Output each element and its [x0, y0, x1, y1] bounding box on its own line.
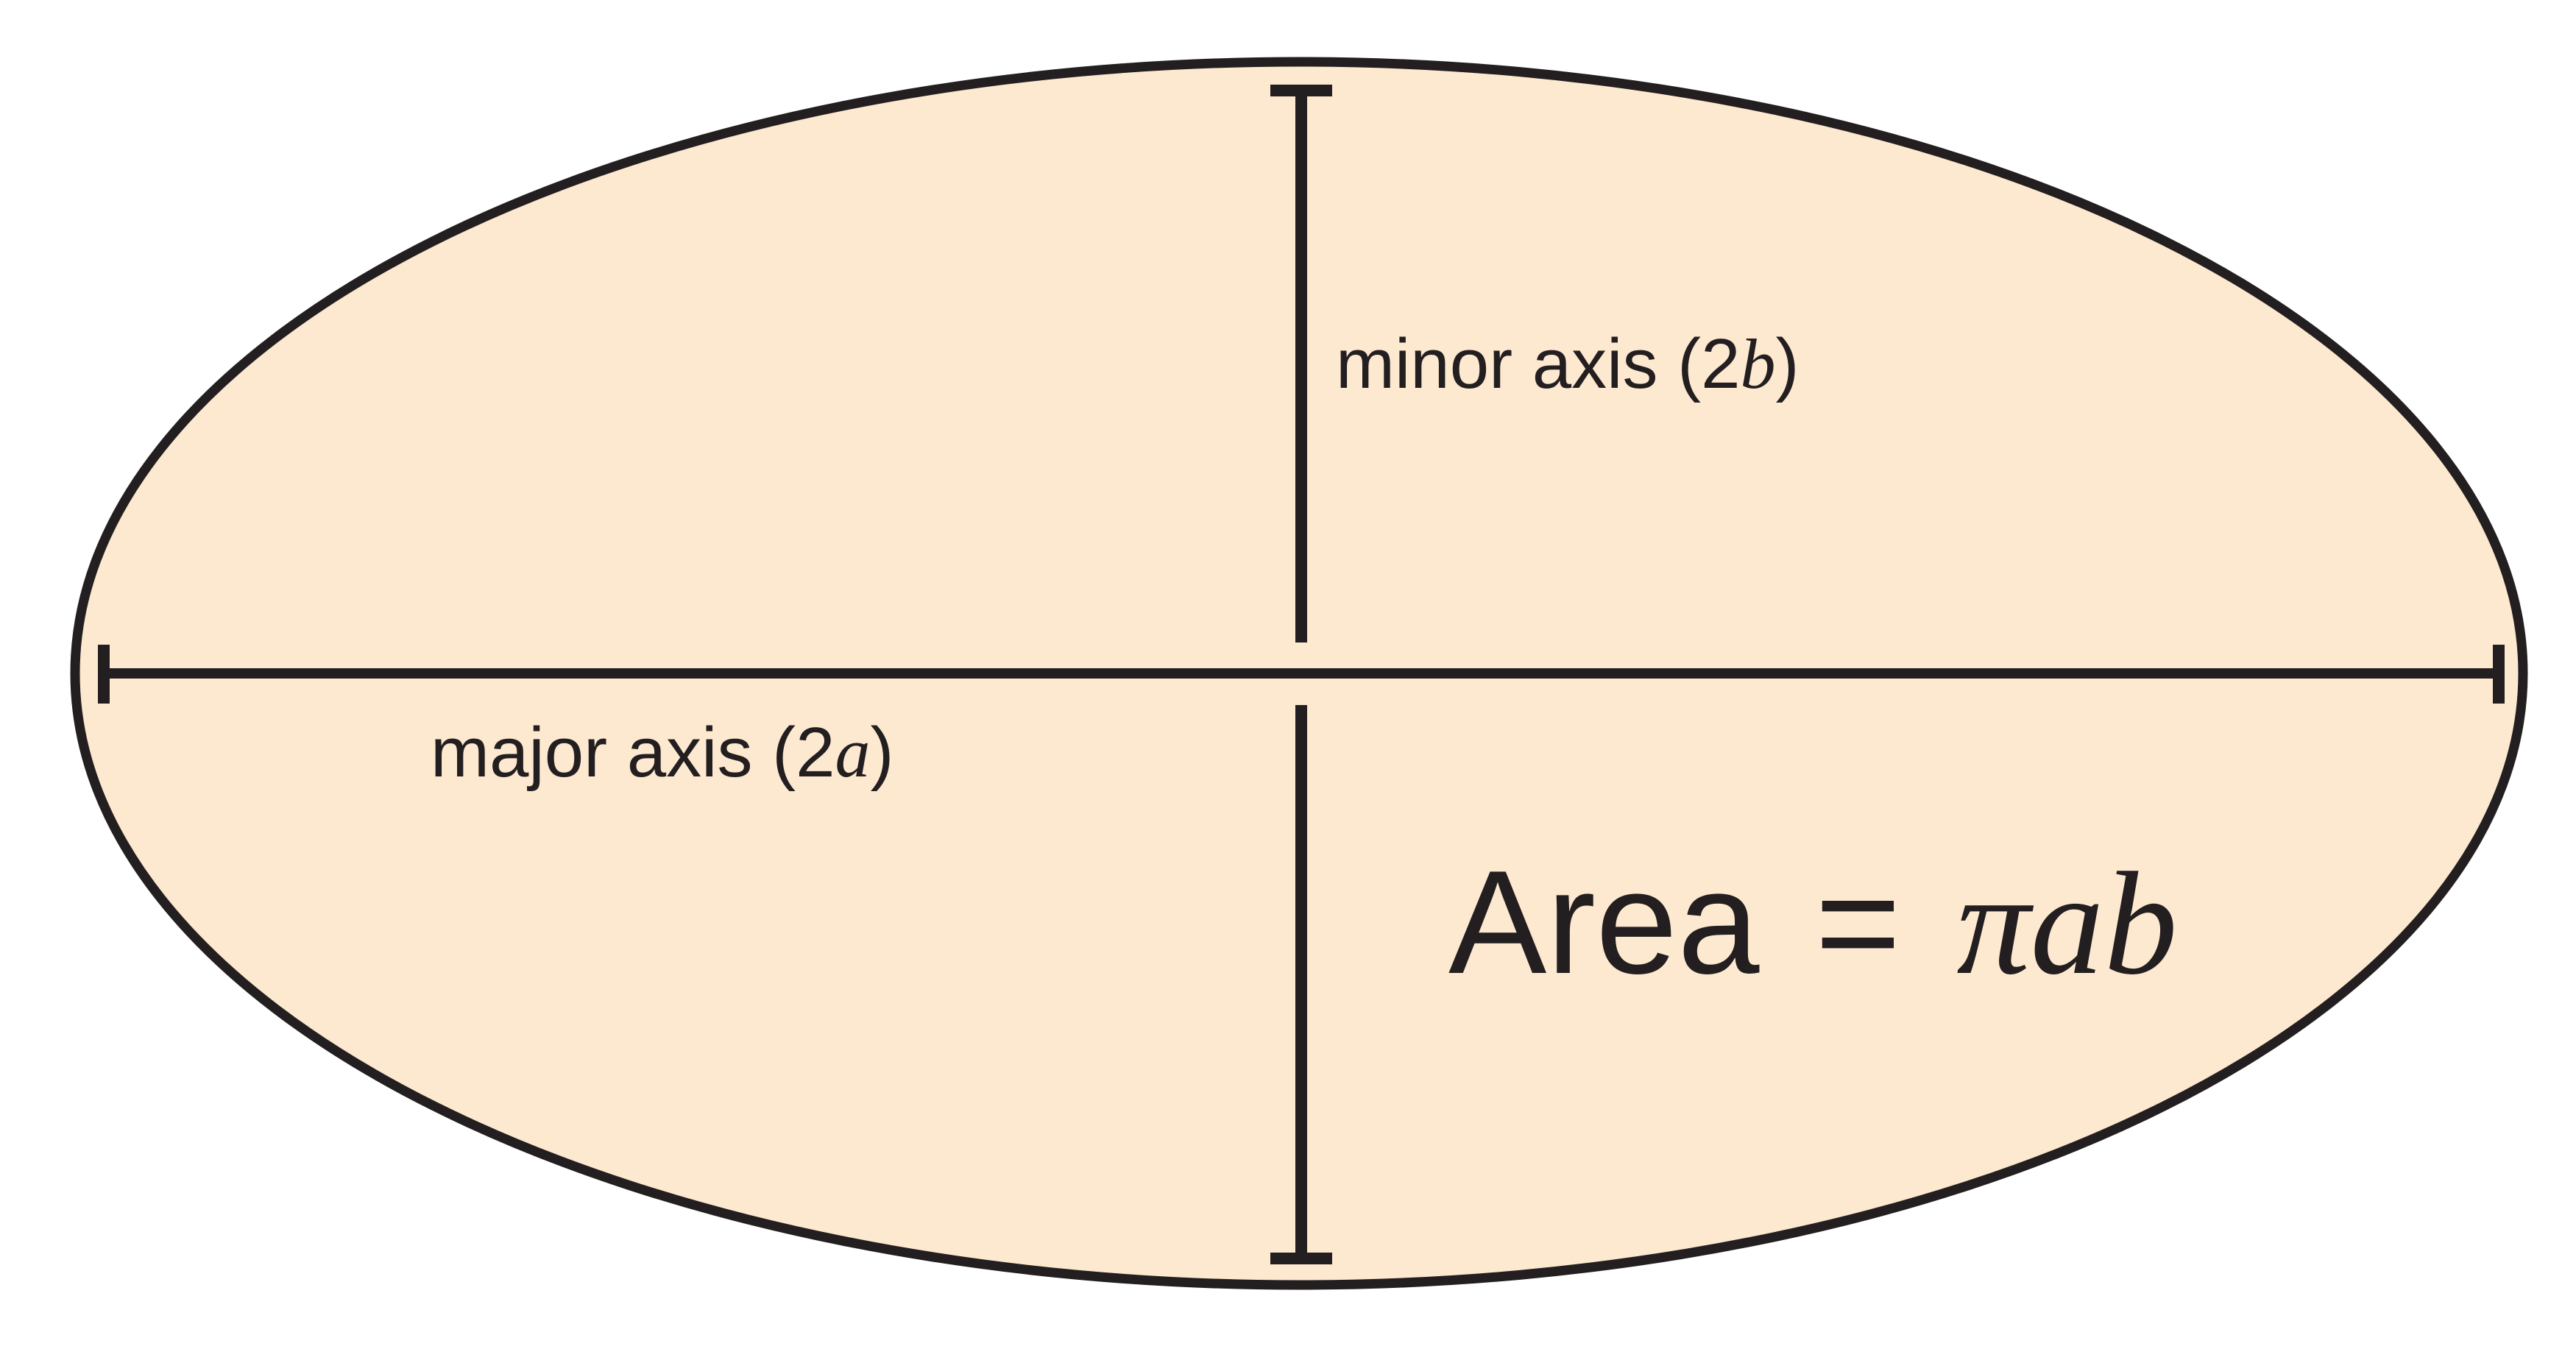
- minor-axis: [1270, 85, 1332, 1264]
- major-axis-label-suffix: ): [870, 713, 894, 792]
- major-axis-label-variable: a: [835, 713, 870, 792]
- area-formula-var-b: b: [2104, 843, 2178, 1005]
- area-formula-lhs: Area: [1448, 840, 1760, 1005]
- area-formula: Area = πab: [1448, 840, 2178, 1005]
- minor-axis-label-prefix: minor axis (2: [1336, 325, 1740, 403]
- area-formula-pi: π: [1956, 843, 2034, 1005]
- area-formula-var-a: a: [2031, 843, 2104, 1005]
- major-axis-label-prefix: major axis (2: [431, 713, 835, 792]
- area-formula-equals: =: [1815, 840, 1901, 1005]
- major-axis-label: major axis (2a): [431, 713, 894, 792]
- minor-axis-label: minor axis (2b): [1336, 325, 1799, 403]
- minor-axis-label-suffix: ): [1775, 325, 1799, 403]
- minor-axis-label-variable: b: [1740, 325, 1775, 403]
- major-axis: [98, 645, 2505, 704]
